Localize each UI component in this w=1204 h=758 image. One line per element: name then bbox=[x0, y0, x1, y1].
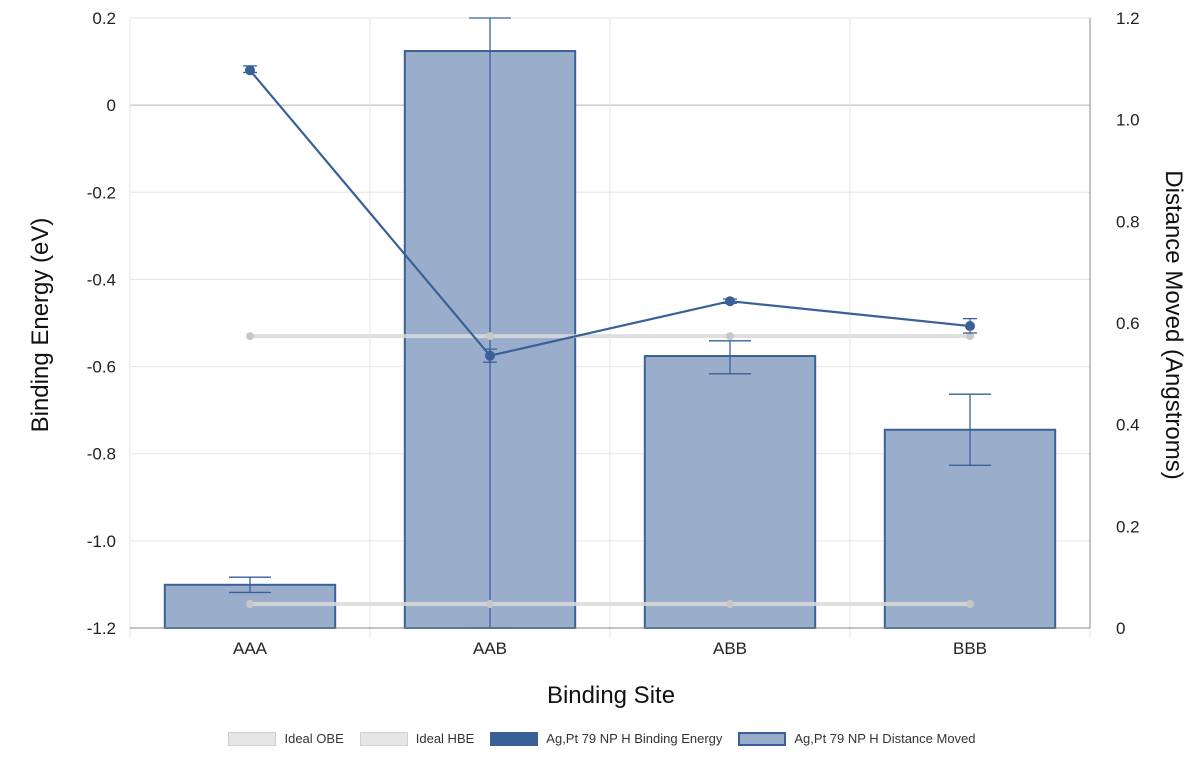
y-tick-label-left: 0 bbox=[107, 96, 116, 115]
legend: Ideal OBE Ideal HBE Ag,Pt 79 NP H Binding … bbox=[0, 731, 1204, 746]
data-point bbox=[966, 600, 974, 609]
y-tick-label-right: 0.2 bbox=[1116, 517, 1140, 536]
y-tick-label-left: -0.4 bbox=[87, 270, 116, 289]
legend-swatch bbox=[359, 731, 408, 746]
y-tick-label-left: -0.8 bbox=[87, 445, 116, 464]
legend-label: Ag,Pt 79 NP H Binding Energy bbox=[546, 731, 723, 746]
chart: 0.2 0 -0.2 -0.4 -0.6 -0.8 -1.0 -1.2 1.2 1.0 0.8 0.6… bbox=[27, 9, 1187, 709]
data-point bbox=[725, 296, 735, 307]
axes: 0.2 0 -0.2 -0.4 -0.6 -0.8 -1.0 -1.2 1.2 1.0 0.8 0.6… bbox=[87, 9, 1140, 658]
x-tick-label: BBB bbox=[953, 639, 987, 658]
y-tick-label-right: 0 bbox=[1116, 619, 1125, 638]
x-tick-label: AAA bbox=[233, 639, 268, 658]
y-tick-label-left: -0.6 bbox=[87, 358, 116, 377]
legend-label: Ag,Pt 79 NP H Distance Moved bbox=[794, 731, 976, 746]
y-tick-label-left: -1.0 bbox=[87, 532, 116, 551]
series-line bbox=[249, 69, 971, 357]
legend-swatch bbox=[228, 731, 277, 746]
y-tick-label-left: -0.2 bbox=[87, 183, 116, 202]
data-point bbox=[245, 65, 255, 76]
data-point bbox=[965, 321, 975, 332]
y-tick-label-right: 0.6 bbox=[1116, 314, 1140, 333]
x-tick-label: AAB bbox=[473, 639, 507, 658]
legend-item[interactable]: Ideal OBE bbox=[228, 731, 344, 746]
y-axis-title-left: Binding Energy (eV) bbox=[27, 218, 54, 433]
legend-label: Ideal HBE bbox=[415, 731, 475, 746]
x-tick-label: ABB bbox=[713, 639, 747, 658]
y-tick-label-right: 0.4 bbox=[1116, 416, 1140, 435]
y-tick-label-right: 0.8 bbox=[1116, 212, 1140, 231]
data-point bbox=[966, 332, 974, 341]
data-point bbox=[485, 350, 495, 361]
y-tick-label-right: 1.0 bbox=[1116, 111, 1140, 130]
y-tick-label-right: 1.2 bbox=[1116, 9, 1140, 28]
y-tick-label-left: 0.2 bbox=[92, 9, 116, 28]
data-point bbox=[486, 332, 494, 341]
data-point bbox=[246, 600, 254, 609]
data-point bbox=[246, 332, 254, 341]
legend-item[interactable]: Ag,Pt 79 NP H Binding Energy bbox=[490, 731, 722, 746]
bar bbox=[643, 355, 817, 629]
y-tick-label-left: -1.2 bbox=[87, 619, 116, 638]
data-point bbox=[726, 332, 734, 341]
legend-label: Ideal OBE bbox=[284, 731, 344, 746]
data-point bbox=[486, 600, 494, 609]
lines bbox=[243, 65, 977, 609]
legend-swatch bbox=[738, 731, 787, 746]
y-axis-title-right: Distance Moved (Angstroms) bbox=[1160, 170, 1187, 479]
legend-swatch bbox=[490, 731, 539, 746]
data-point bbox=[726, 600, 734, 609]
legend-item[interactable]: Ideal HBE bbox=[359, 731, 475, 746]
legend-item[interactable]: Ag,Pt 79 NP H Distance Moved bbox=[738, 731, 976, 746]
x-axis-title: Binding Site bbox=[547, 682, 675, 709]
